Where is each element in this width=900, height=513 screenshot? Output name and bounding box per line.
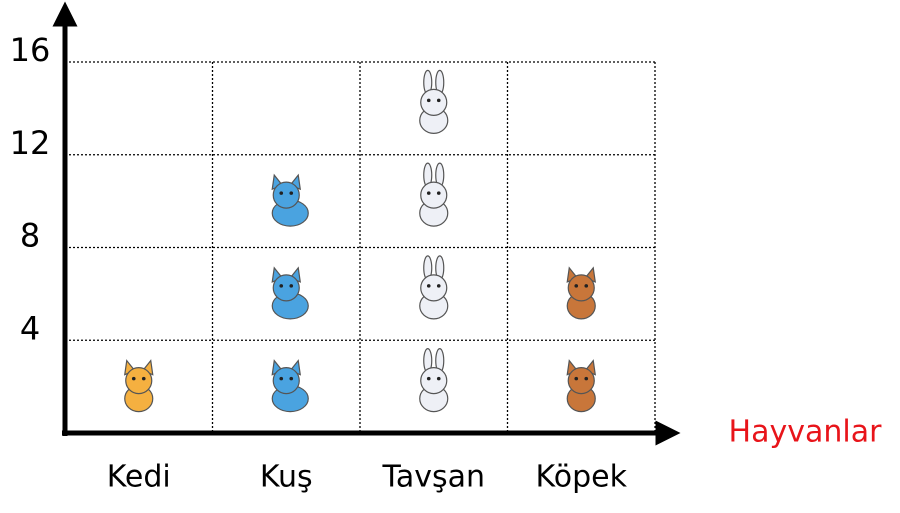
icon-part: [426, 376, 431, 381]
icon-part: [567, 367, 595, 395]
x-tick-label: Kuş: [260, 460, 313, 495]
icon-column: [124, 359, 154, 413]
y-tick-label: 4: [20, 309, 40, 347]
icon-part: [279, 191, 284, 195]
icon-column: [419, 69, 449, 413]
icon-part: [131, 376, 136, 381]
icon-part: [584, 284, 589, 288]
y-tick-label: 16: [10, 31, 51, 69]
icon-part: [574, 376, 579, 381]
icon-part: [289, 191, 294, 195]
icon-part: [279, 284, 284, 288]
y-tick-label: 8: [20, 217, 40, 255]
icon-part: [574, 284, 579, 288]
icon-part: [584, 376, 589, 381]
icon-part: [289, 284, 294, 288]
x-tick-label: Köpek: [536, 460, 628, 495]
icon-part: [436, 191, 441, 195]
icon-column: [566, 266, 596, 413]
icon-column: [271, 173, 309, 413]
icon-part: [420, 88, 448, 116]
icon-part: [436, 284, 441, 288]
icon-part: [289, 376, 294, 381]
x-tick-label: Tavşan: [381, 460, 485, 495]
icon-part: [420, 274, 448, 302]
icon-part: [272, 367, 300, 395]
x-tick-label: Kedi: [107, 460, 171, 495]
icon-part: [141, 376, 146, 381]
x-axis-label: Hayvanlar: [729, 415, 883, 450]
icon-part: [125, 367, 153, 395]
icon-part: [279, 376, 284, 381]
icon-part: [426, 191, 431, 195]
icon-part: [272, 274, 300, 302]
icon-part: [436, 376, 441, 381]
icon-part: [420, 181, 448, 209]
icon-part: [420, 367, 448, 395]
icon-part: [567, 274, 595, 302]
icon-part: [426, 98, 431, 103]
icon-part: [272, 181, 300, 209]
icon-part: [436, 98, 441, 103]
y-tick-label: 12: [10, 124, 51, 162]
icon-part: [426, 284, 431, 288]
